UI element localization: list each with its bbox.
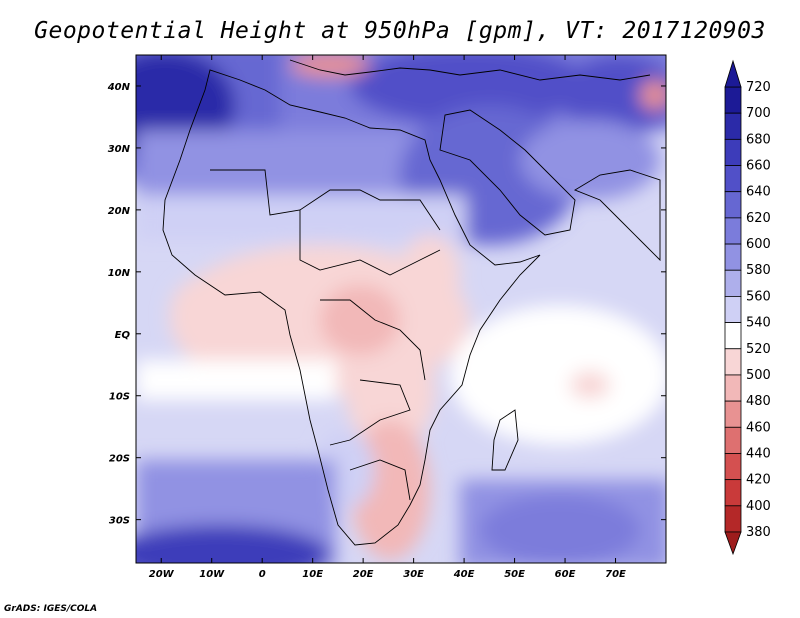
colorbar-label: 680: [746, 132, 771, 147]
colorbar-swatch: [724, 243, 742, 271]
colorbar-label: 720: [746, 80, 771, 95]
x-tick-label: 20E: [353, 569, 374, 580]
colorbar-swatch: [724, 296, 742, 323]
colorbar-label: 700: [746, 106, 771, 121]
colorbar-label: 560: [746, 289, 771, 304]
plot-frame: [135, 54, 667, 564]
colorbar-label: 480: [746, 394, 771, 409]
colorbar-swatch: [724, 453, 742, 481]
colorbar-label: 460: [746, 420, 771, 435]
colorbar: 720 700 680 660 640 620 600 580 560 540 520 500 480 4…: [724, 59, 771, 556]
colorbar-swatch: [724, 269, 742, 297]
x-tick-label: 30E: [403, 569, 424, 580]
colorbar-label: 580: [746, 263, 771, 278]
colorbar-top-arrow: [724, 59, 742, 88]
x-tick-label: 40E: [453, 569, 475, 580]
colorbar-swatch: [724, 138, 742, 166]
colorbar-bottom-arrow: [724, 531, 742, 556]
y-axis: 40N 30N 20N 10N EQ 10S 20S 30S: [107, 82, 666, 527]
colorbar-label: 500: [746, 368, 771, 383]
colorbar-label: 520: [746, 342, 771, 357]
colorbar-swatch: [724, 400, 742, 428]
y-tick-label: 30N: [108, 144, 131, 155]
colorbar-swatch: [724, 479, 742, 507]
x-tick-label: 60E: [555, 569, 576, 580]
colorbar-swatch: [724, 86, 742, 114]
coastlines: [162, 59, 661, 546]
colorbar-swatch: [724, 322, 742, 350]
colorbar-label: 620: [746, 211, 771, 226]
x-axis: 20W 10W 0 10E 20E 30E 40E 50E 60E 70E: [149, 55, 626, 580]
colorbar-swatch: [724, 217, 742, 245]
y-tick-label: 40N: [107, 82, 131, 93]
colorbar-label: 540: [746, 316, 771, 331]
x-tick-label: 10E: [302, 569, 323, 580]
x-tick-label: 70E: [605, 569, 626, 580]
colorbar-swatch: [724, 505, 742, 533]
map-title: Geopotential Height at 950hPa [gpm], VT:…: [34, 18, 766, 44]
colorbar-label: 380: [746, 525, 771, 540]
colorbar-label: 660: [746, 159, 771, 174]
colorbar-swatch: [724, 191, 742, 219]
colorbar-label: 400: [746, 499, 771, 514]
colorbar-swatch: [724, 426, 742, 454]
x-tick-label: 50E: [504, 569, 525, 580]
y-tick-label: 30S: [109, 516, 130, 527]
colorbar-swatch: [724, 348, 742, 376]
x-tick-label: 10W: [199, 569, 225, 580]
y-tick-label: 10S: [109, 392, 130, 403]
y-tick-label: 20S: [109, 454, 130, 465]
colorbar-swatch: [724, 112, 742, 140]
grads-credit: GrADS: IGES/COLA: [4, 604, 98, 614]
geopotential-field: [136, 55, 666, 563]
y-tick-label: EQ: [115, 330, 131, 341]
colorbar-label: 420: [746, 473, 771, 488]
y-tick-label: 10N: [108, 268, 131, 279]
x-tick-label: 0: [259, 569, 266, 580]
colorbar-swatch: [724, 374, 742, 402]
colorbar-label: 640: [746, 185, 771, 200]
x-tick-label: 20W: [149, 569, 175, 580]
colorbar-label: 440: [746, 446, 771, 461]
y-tick-label: 20N: [108, 206, 131, 217]
colorbar-swatch: [724, 165, 742, 193]
colorbar-label: 600: [746, 237, 771, 252]
